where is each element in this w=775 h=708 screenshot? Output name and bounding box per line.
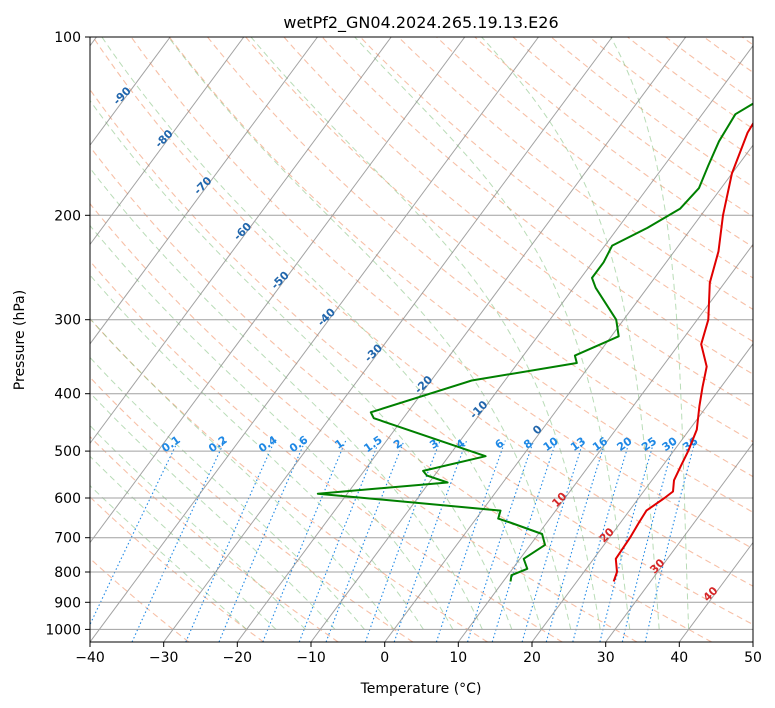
isobar-gridlines — [90, 37, 753, 630]
dry-adiabat-line — [90, 88, 753, 626]
dewpoint-profile — [316, 102, 753, 582]
moist-adiabat-line — [90, 392, 336, 630]
y-tick-label: 500 — [54, 444, 81, 460]
moist-adiabat-line — [90, 424, 306, 630]
temperature-profile — [612, 121, 753, 582]
isotherm-line — [90, 37, 392, 445]
x-tick-label: 30 — [597, 650, 615, 666]
x-tick-label: 50 — [744, 650, 762, 666]
x-tick-label: −10 — [296, 650, 326, 666]
mixing-ratio-line — [393, 440, 468, 642]
x-tick-label: −20 — [223, 650, 253, 666]
dry-adiabat-line — [359, 37, 753, 343]
chart-title: wetPf2_GN04.2024.265.19.13.E26 — [283, 13, 558, 33]
mixing-ratio-line — [364, 440, 441, 642]
mixing-ratio-line — [572, 440, 631, 642]
x-tick-label: 0 — [380, 650, 389, 666]
dry-adiabat-line — [90, 376, 414, 642]
y-tick-label: 400 — [54, 387, 81, 403]
moist-adiabat-line — [101, 37, 542, 630]
moist-adiabat-line — [90, 99, 513, 630]
isotherm-line — [310, 44, 753, 642]
moist-adiabat-line — [481, 37, 660, 630]
moist-adiabat-line — [90, 484, 247, 630]
dry-adiabat-line — [90, 145, 712, 642]
x-axis-title: Temperature (°C) — [360, 681, 482, 697]
y-tick-label: 700 — [54, 531, 81, 547]
moist-adiabat-line — [90, 317, 395, 630]
isotherm-line — [605, 442, 753, 642]
moist-adiabat-line — [250, 37, 601, 630]
y-tick-label: 300 — [54, 313, 81, 329]
y-tick-label: 200 — [54, 208, 81, 224]
isotherm-line — [457, 243, 753, 642]
mixing-ratio-line — [599, 440, 655, 642]
moist-adiabat-line — [168, 37, 572, 630]
moist-adiabat-line — [90, 167, 483, 630]
isotherm-line — [90, 37, 318, 345]
isotherm-line — [90, 37, 466, 544]
isotherm-line — [90, 37, 171, 147]
moist-adiabat-line — [90, 455, 277, 630]
moist-adiabat-line — [90, 224, 454, 630]
mixing-ratio-line — [185, 440, 276, 642]
dry-adiabat-line — [321, 37, 753, 375]
y-tick-label: 800 — [54, 565, 81, 581]
y-tick-label: 900 — [54, 595, 81, 611]
dry-adiabat-line — [398, 37, 753, 311]
mixing-ratio-line — [218, 440, 306, 642]
mixing-ratio-line — [521, 440, 585, 642]
y-tick-label: 1000 — [45, 622, 81, 638]
dry-adiabat-line — [90, 260, 563, 642]
x-tick-label: −40 — [75, 650, 105, 666]
isotherm-line — [531, 343, 753, 642]
moist-adiabats — [90, 37, 690, 630]
y-tick-label: 100 — [54, 30, 81, 46]
mixing-ratio-line — [644, 440, 696, 642]
x-tick-label: 20 — [523, 650, 541, 666]
dry-adiabat-line — [207, 37, 753, 478]
skewed-isotherms — [90, 37, 753, 642]
x-tick-label: 10 — [449, 650, 467, 666]
x-axis: −40 −30 −20 −10 0 10 20 30 40 50 — [75, 642, 762, 666]
isotherm-line — [236, 37, 687, 642]
y-axis-title: Pressure (hPa) — [12, 290, 28, 390]
isotherm-line — [90, 37, 539, 642]
moist-adiabat-line — [610, 37, 690, 630]
x-tick-label: −30 — [149, 650, 179, 666]
plot-frame — [89, 36, 754, 643]
mixing-ratio-lines — [90, 440, 696, 642]
dry-adiabat-line — [168, 37, 753, 513]
plot-area: 0.10.20.40.611.52346810131620253036-100-… — [90, 37, 753, 642]
moist-adiabat-line — [354, 37, 631, 630]
x-tick-label: 40 — [670, 650, 688, 666]
isotherm-line — [384, 144, 753, 642]
dry-adiabat-line — [90, 202, 638, 642]
y-axis: 100 200 300 400 500 600 700 800 900 1000 — [45, 30, 90, 638]
y-tick-label: 600 — [54, 491, 81, 507]
dry-adiabat-line — [92, 37, 753, 587]
isotherm-line — [163, 37, 613, 642]
isotherm-line — [90, 37, 245, 246]
mixing-ratio-line — [491, 440, 557, 642]
mixing-ratio-line — [545, 440, 607, 642]
mixing-ratio-line — [621, 440, 676, 642]
sounding-series — [316, 102, 753, 582]
